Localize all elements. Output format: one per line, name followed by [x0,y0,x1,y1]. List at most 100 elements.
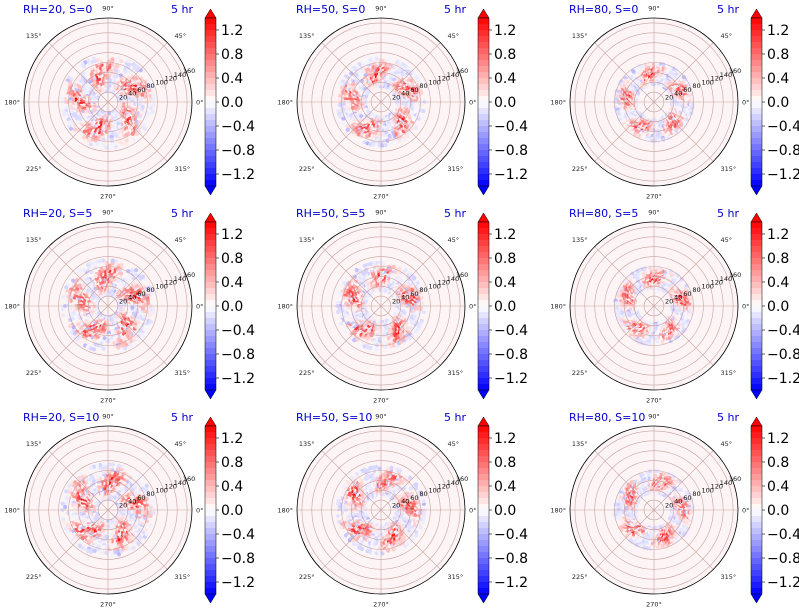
heat-cell [377,260,382,265]
colorbar-band [751,90,762,97]
heat-cell [101,346,106,351]
heat-cell [336,90,341,96]
heat-cell [368,57,373,63]
colorbar-band [205,72,216,79]
heat-cell [636,80,642,85]
heat-cell [420,301,425,306]
theta-tick-label: 135° [299,236,315,244]
colorbar-tick-label: 1.2 [221,23,243,39]
colorbar-band [751,72,762,79]
theta-grid-line [321,101,382,162]
heat-cell [82,129,87,134]
heat-cell [71,274,76,279]
colorbar-tick-label: −0.8 [494,347,528,363]
colorbar-band [205,246,216,253]
heat-cell [130,305,135,310]
colorbar-band [478,60,489,67]
r-tick-label: 80 [146,286,154,294]
colorbar-tick-label: −0.4 [221,323,255,339]
theta-tick-label: 270° [373,397,389,405]
colorbar-band [478,36,489,43]
heat-cell [677,101,683,106]
colorbar-band [205,156,216,163]
colorbar-band [478,384,489,391]
colorbar-tick-label: 0.4 [494,275,516,291]
colorbar-band [478,270,489,277]
r-tick-label: 40 [401,90,409,98]
heat-cell [148,319,153,324]
colorbar-band [751,108,762,115]
colorbar-band [751,150,762,157]
heat-cell [142,314,147,319]
theta-grid-line [48,305,109,366]
heat-cell [377,143,382,148]
heat-cell [335,300,340,306]
theta-grid-line [48,42,109,103]
colorbar-band [205,270,216,277]
heat-cell [75,116,80,121]
theta-grid-line [380,246,441,307]
r-tick-label: 160 [729,67,741,75]
heat-cell [75,270,80,275]
r-tick-label: 120 [165,75,177,83]
heat-cell [69,126,74,131]
heat-cell [73,127,78,132]
time-label: 5 hr [171,207,193,220]
theta-grid-line [321,305,382,366]
heat-cell [365,281,370,286]
heat-cell [340,120,345,125]
colorbar-band [205,384,216,391]
colorbar-band [205,96,216,103]
colorbar-band [751,168,762,175]
r-tick-label: 100 [702,78,714,86]
polar-panel: 20 40 60 80 1001201401600°45°90°135°180°225°… [277,3,476,201]
colorbar-band [478,234,489,241]
colorbar-band [751,174,762,181]
heat-cell [91,347,96,352]
heat-cell [147,111,152,116]
heat-cell [87,138,92,143]
heat-cell [124,138,129,143]
theta-tick-label: 315° [175,165,191,173]
colorbar-tick-label: −0.8 [221,143,255,159]
colorbar: −1.2−0.8−0.40.00.40.81.2 [204,212,255,400]
colorbar-band [205,30,216,37]
colorbar-band [205,354,216,361]
heat-cell [110,142,115,147]
colorbar-band [751,24,762,31]
heat-cell [71,278,76,283]
colorbar-band [478,372,489,379]
colorbar-tick-label: 0.0 [221,95,243,111]
heat-cell [131,341,136,346]
colorbar-tick-label: 0.4 [221,275,243,291]
r-tick-label: 140 [174,275,186,283]
colorbar-band [478,228,489,235]
heat-cell [386,261,391,266]
r-tick-label: 160 [456,271,468,279]
colorbar-band [478,168,489,175]
colorbar-tick-label: 0.4 [221,71,243,87]
colorbar-extend-bottom [477,185,490,196]
colorbar-band [205,264,216,271]
heat-cell [413,107,418,112]
theta-tick-label: 135° [26,32,42,40]
r-tick-label: 100 [429,78,441,86]
theta-grid-line [321,246,382,307]
heat-cell [115,63,120,68]
r-tick-label: 60 [410,86,418,94]
heat-cell [91,56,96,61]
colorbar-extend-top [750,8,763,19]
heat-cell [335,309,341,315]
r-tick-label: 160 [183,271,195,279]
panel-title: RH=20, S=0 [23,3,92,16]
colorbar-tick-label: −0.4 [221,119,255,135]
heat-cell [146,102,151,107]
colorbar-band [205,360,216,367]
colorbar-band [478,330,489,337]
colorbar-band [478,240,489,247]
heat-field [613,61,695,143]
r-tick-label: 140 [447,275,459,283]
heat-cell [111,115,116,120]
colorbar-band [751,126,762,133]
